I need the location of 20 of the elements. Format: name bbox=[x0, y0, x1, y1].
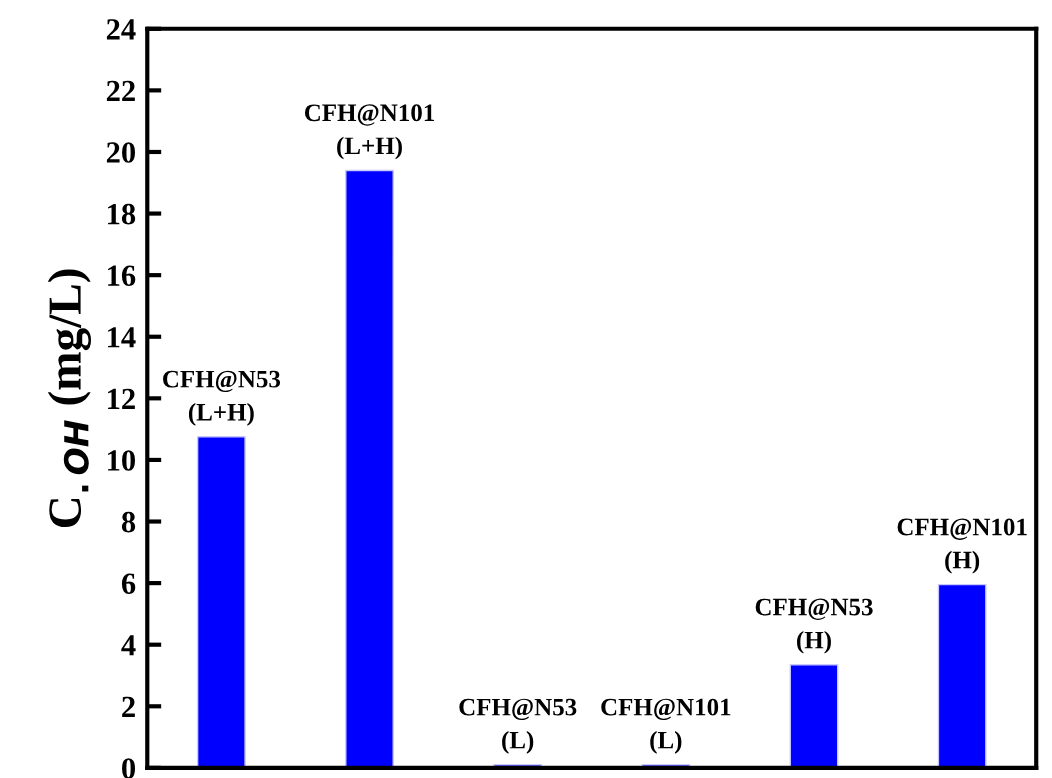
y-axis-title: C$_{.OH}$ (mg/L) bbox=[47, 269, 91, 528]
x-tick-label: CFH@N101 (L) bbox=[601, 698, 731, 754]
y-tick-label: 2 bbox=[122, 696, 135, 717]
y-tick-label: 24 bbox=[106, 19, 136, 40]
y-tick-label: 4 bbox=[121, 635, 136, 656]
y-tick-label: 18 bbox=[108, 203, 136, 225]
x-tick-label: CFH@N53 (L+H) bbox=[163, 370, 281, 426]
y-tick-label: 16 bbox=[108, 265, 136, 287]
y-tick-label: 6 bbox=[121, 573, 136, 595]
y-tick-label: 0 bbox=[122, 758, 135, 778]
x-tick-label: CFH@N101 (L+H) bbox=[304, 104, 435, 160]
x-tick-label: CFH@N53 (H) bbox=[755, 598, 873, 654]
y-tick-label: 14 bbox=[108, 327, 136, 348]
y-tick-label: 10 bbox=[108, 450, 135, 471]
x-tick-label: CFH@N101 (H) bbox=[897, 518, 1027, 574]
y-tick-label: 8 bbox=[121, 511, 136, 533]
x-tick-label: CFH@N53 (L) bbox=[459, 698, 577, 754]
y-tick-label: 20 bbox=[106, 142, 135, 163]
y-tick-label: 12 bbox=[108, 388, 135, 409]
y-tick-label: 22 bbox=[106, 80, 135, 101]
